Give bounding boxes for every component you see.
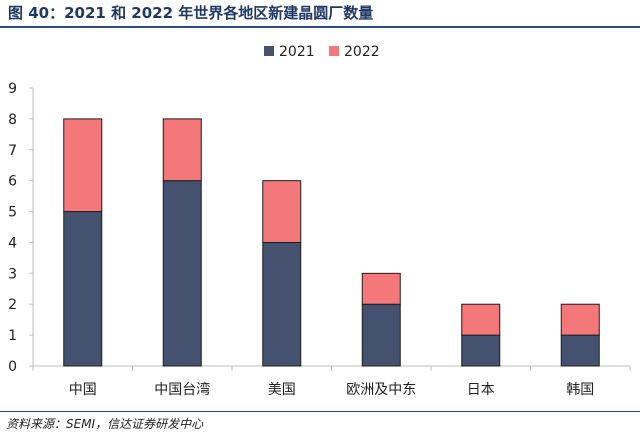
y-tick-label: 2 — [8, 297, 17, 313]
bar-2022-4 — [361, 272, 401, 305]
x-category-label: 日本 — [467, 382, 495, 398]
bar-2022-6 — [560, 303, 600, 336]
y-tick-label: 4 — [8, 235, 17, 251]
bar-2021-3 — [262, 241, 302, 367]
legend-swatch-2022 — [329, 46, 339, 56]
y-tick-label: 0 — [8, 359, 17, 375]
title-rule — [0, 26, 640, 28]
bar-2021-2 — [162, 180, 202, 367]
bar-2022-1 — [63, 118, 103, 213]
bar-2021-1 — [63, 211, 103, 367]
y-tick-label: 1 — [8, 328, 17, 344]
y-tick-label: 5 — [8, 205, 17, 221]
bar-2022-2 — [162, 118, 202, 182]
legend-label-2022: 2022 — [344, 44, 380, 60]
y-tick-label: 6 — [8, 174, 17, 190]
source-rule — [0, 411, 640, 412]
bar-2022-5 — [461, 303, 501, 336]
bar-2021-5 — [461, 334, 501, 367]
stacked-bar-chart: 0 1 2 3 4 5 6 7 8 9 中国 中国台湾 美国 欧洲及中东 日本 韩国 2021 2022 — [8, 44, 631, 398]
legend-label-2021: 2021 — [279, 44, 315, 60]
bar-2021-4 — [361, 303, 401, 367]
legend-swatch-2021 — [264, 46, 274, 56]
x-category-label: 欧洲及中东 — [346, 382, 416, 398]
y-tick-label: 7 — [8, 143, 17, 159]
x-category-label: 韩国 — [566, 382, 594, 398]
y-tick-label: 3 — [8, 266, 17, 282]
bar-2021-6 — [560, 334, 600, 367]
x-category-label: 美国 — [268, 382, 296, 398]
bar-2022-3 — [262, 180, 302, 243]
y-tick-label: 8 — [8, 112, 17, 128]
source-note: 资料来源：SEMI，信达证券研发中心 — [6, 417, 204, 431]
x-category-label: 中国 — [69, 382, 97, 398]
x-category-label: 中国台湾 — [154, 381, 210, 398]
y-tick-label: 9 — [8, 81, 17, 97]
figure-title: 图 40：2021 和 2022 年世界各地区新建晶圆厂数量 — [8, 4, 374, 22]
